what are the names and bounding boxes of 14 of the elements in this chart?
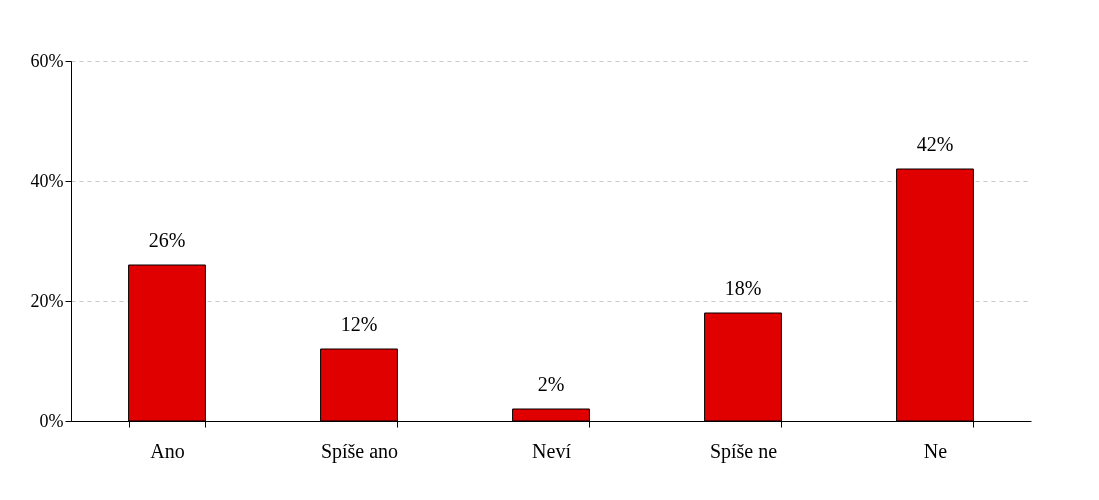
x-tick-label: Spíše ano (320, 439, 399, 463)
y-tick-label: 20% (30, 290, 64, 311)
data-label: 12% (340, 313, 378, 335)
x-tick-label: Ano (150, 439, 185, 462)
x-tick-label: Neví (532, 439, 572, 462)
x-tick-label: Spíše ne (709, 439, 778, 463)
y-tick-label: 60% (30, 50, 64, 71)
data-label: 42% (916, 133, 954, 155)
y-tick-label: 40% (30, 170, 64, 191)
data-label: 2% (537, 373, 565, 395)
data-label: 18% (724, 277, 762, 299)
data-label: 26% (148, 229, 186, 251)
x-tick-label: Ne (923, 439, 948, 462)
y-tick-label: 0% (39, 410, 64, 431)
